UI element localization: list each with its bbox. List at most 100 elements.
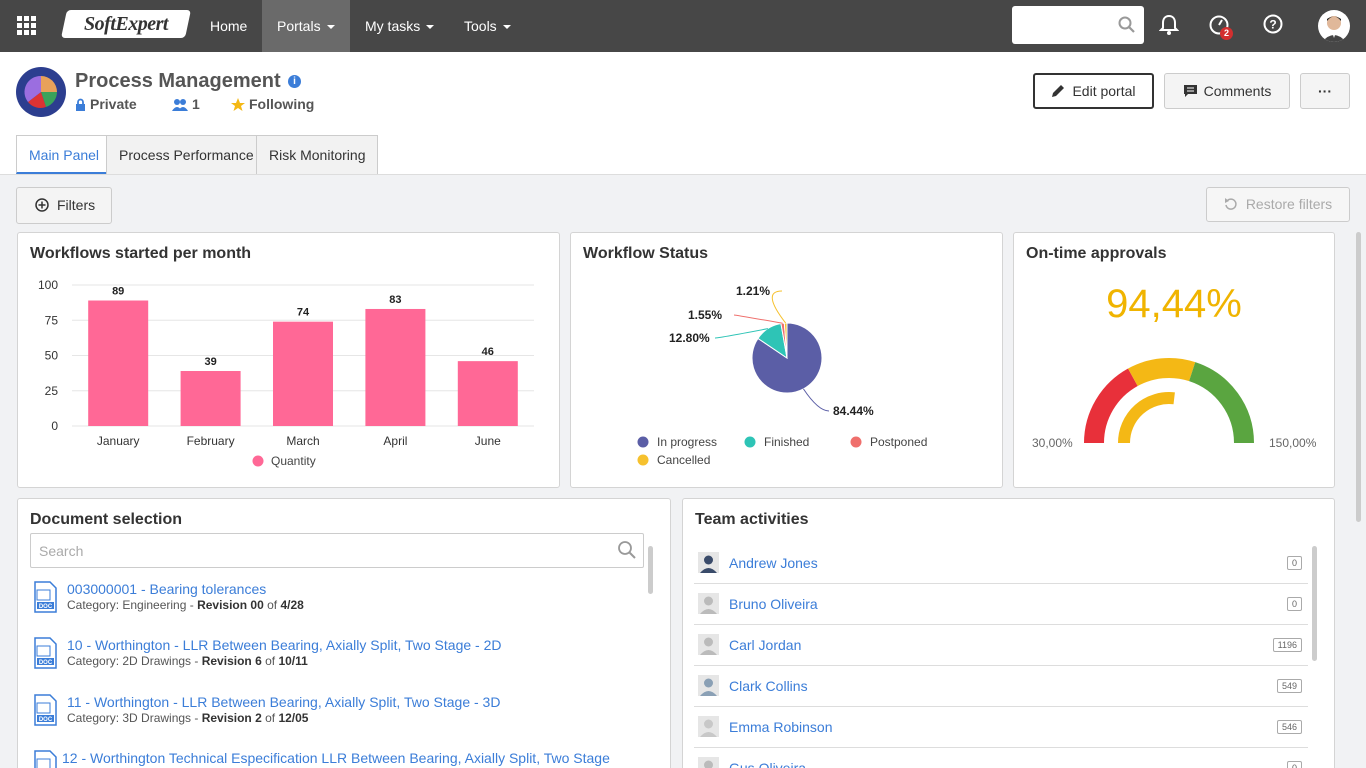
document-item[interactable]: DOC 11 - Worthington - LLR Between Bearin… <box>33 694 633 728</box>
x-tick-label: January <box>97 434 140 448</box>
legend-marker <box>637 436 649 448</box>
pie-data-label: 1.55% <box>688 308 722 322</box>
tab-process-performance[interactable]: Process Performance <box>106 135 267 174</box>
help-icon[interactable]: ? <box>1263 14 1283 34</box>
document-icon: DOC <box>34 637 57 669</box>
nav-my-tasks[interactable]: My tasks <box>350 0 449 52</box>
bar-data-label: 89 <box>112 286 124 298</box>
nav-portals[interactable]: Portals <box>262 0 350 52</box>
member-avatar <box>698 593 719 614</box>
page-scrollbar[interactable] <box>1356 232 1361 522</box>
chevron-down-icon <box>326 25 335 30</box>
restore-label: Restore filters <box>1245 196 1333 212</box>
legend-marker <box>744 436 756 448</box>
legend-label: In progress <box>657 435 717 449</box>
pie-data-label: 12.80% <box>669 331 710 345</box>
legend-marker <box>850 436 862 448</box>
apps-grid-icon[interactable] <box>17 16 36 35</box>
member-name[interactable]: Clark Collins <box>729 678 808 694</box>
member-avatar <box>698 552 719 573</box>
softexpert-logo[interactable]: SoftExpert <box>61 10 191 38</box>
member-avatar <box>698 634 719 655</box>
document-title[interactable]: 10 - Worthington - LLR Between Bearing, … <box>67 637 502 653</box>
member-name[interactable]: Andrew Jones <box>729 555 818 571</box>
info-icon[interactable]: i <box>288 75 301 88</box>
team-activities-card: Team activities <box>682 498 1335 768</box>
team-member-row[interactable]: Emma Robinson 546 <box>694 707 1308 748</box>
document-item[interactable]: DOC 10 - Worthington - LLR Between Bearin… <box>33 637 633 671</box>
document-title[interactable]: 12 - Worthington Technical Especificatio… <box>62 750 610 766</box>
member-name[interactable]: Carl Jordan <box>729 637 802 653</box>
privacy-status: Private <box>75 96 137 112</box>
member-activity-count: 546 <box>1276 720 1302 734</box>
workflows-card-title: Workflows started per month <box>30 245 252 262</box>
team-member-row[interactable]: Andrew Jones 0 <box>694 543 1308 584</box>
timer-icon[interactable] <box>1208 14 1230 36</box>
tab-risk-monitoring[interactable]: Risk Monitoring <box>256 135 379 174</box>
more-options-button[interactable]: ··· <box>1300 73 1350 109</box>
bar-data-label: 39 <box>204 356 216 368</box>
legend-marker <box>637 454 649 466</box>
comments-button[interactable]: Comments <box>1164 73 1290 109</box>
bar-data-label: 46 <box>482 346 494 358</box>
workflows-card: Workflows started per month 0 25 50 75 100 89… <box>17 232 560 488</box>
page-title: Process Management <box>75 70 281 92</box>
docs-scrollbar[interactable] <box>648 546 653 594</box>
document-item[interactable]: DOC 12 - Worthington Technical Especifica… <box>33 750 633 768</box>
document-search-input[interactable] <box>30 533 644 568</box>
bell-icon[interactable] <box>1159 14 1179 36</box>
document-revision: Revision 6 <box>201 654 262 668</box>
members-count[interactable]: 1 <box>172 96 200 112</box>
member-name[interactable]: Bruno Oliveira <box>729 596 818 612</box>
workflow-status-pie-chart: 84.44% 12.80% 1.55% 1.21% In progress Finishe… <box>637 284 927 467</box>
document-title[interactable]: 003000001 - Bearing tolerances <box>67 581 267 597</box>
document-of: of <box>261 654 279 668</box>
team-card-title: Team activities <box>695 511 809 528</box>
document-date: 4/28 <box>280 598 304 612</box>
member-name[interactable]: Gus Oliveira <box>729 760 807 768</box>
document-item[interactable]: DOC 003000001 - Bearing tolerances Categor… <box>33 581 633 615</box>
ontime-gauge <box>1084 358 1254 444</box>
document-of: of <box>263 598 281 612</box>
tab-main-panel[interactable]: Main Panel <box>16 135 113 174</box>
document-meta: Category: 3D Drawings - Revision 2 of 12… <box>67 711 308 725</box>
user-avatar[interactable] <box>1318 10 1350 42</box>
team-member-row[interactable]: Bruno Oliveira 0 <box>694 584 1308 625</box>
nav-tools[interactable]: Tools <box>449 0 526 52</box>
nav-home[interactable]: Home <box>195 0 262 52</box>
ontime-card-title: On-time approvals <box>1026 245 1167 262</box>
team-scrollbar[interactable] <box>1312 546 1317 661</box>
nav-home-label: Home <box>210 18 248 34</box>
legend-marker <box>252 455 264 467</box>
document-title[interactable]: 11 - Worthington - LLR Between Bearing, … <box>67 694 501 710</box>
following-toggle[interactable]: Following <box>231 96 314 112</box>
team-member-row[interactable]: Clark Collins 549 <box>694 666 1308 707</box>
docs-card-title: Document selection <box>30 511 183 528</box>
document-revision: Revision 2 <box>201 711 262 725</box>
filters-button[interactable]: Filters <box>16 187 112 224</box>
pie-leader-line <box>714 328 769 339</box>
gauge-value-arc <box>1118 392 1175 444</box>
notification-badge: 2 <box>1220 27 1233 40</box>
x-tick-label: June <box>475 434 501 448</box>
edit-portal-label: Edit portal <box>1072 83 1136 99</box>
member-activity-count: 549 <box>1276 679 1302 693</box>
edit-portal-button[interactable]: Edit portal <box>1033 73 1154 109</box>
member-name[interactable]: Emma Robinson <box>729 719 833 735</box>
legend-label: Finished <box>764 435 809 449</box>
team-member-row[interactable]: Carl Jordan 1196 <box>694 625 1308 666</box>
global-search-input[interactable] <box>1012 6 1144 44</box>
search-icon[interactable] <box>617 540 637 560</box>
pie-data-label: 84.44% <box>833 404 874 418</box>
restore-filters-button[interactable]: Restore filters <box>1206 187 1350 222</box>
document-icon: DOC <box>34 581 57 613</box>
document-icon: DOC <box>34 694 57 726</box>
member-activity-count: 0 <box>1286 761 1302 768</box>
member-avatar <box>698 675 719 696</box>
portal-logo <box>16 67 66 117</box>
member-activity-count: 0 <box>1286 556 1302 570</box>
star-icon <box>231 98 245 111</box>
gauge-band-red <box>1084 368 1139 444</box>
team-member-row[interactable]: Gus Oliveira 0 <box>694 748 1308 768</box>
bar-data-label: 83 <box>389 294 401 306</box>
